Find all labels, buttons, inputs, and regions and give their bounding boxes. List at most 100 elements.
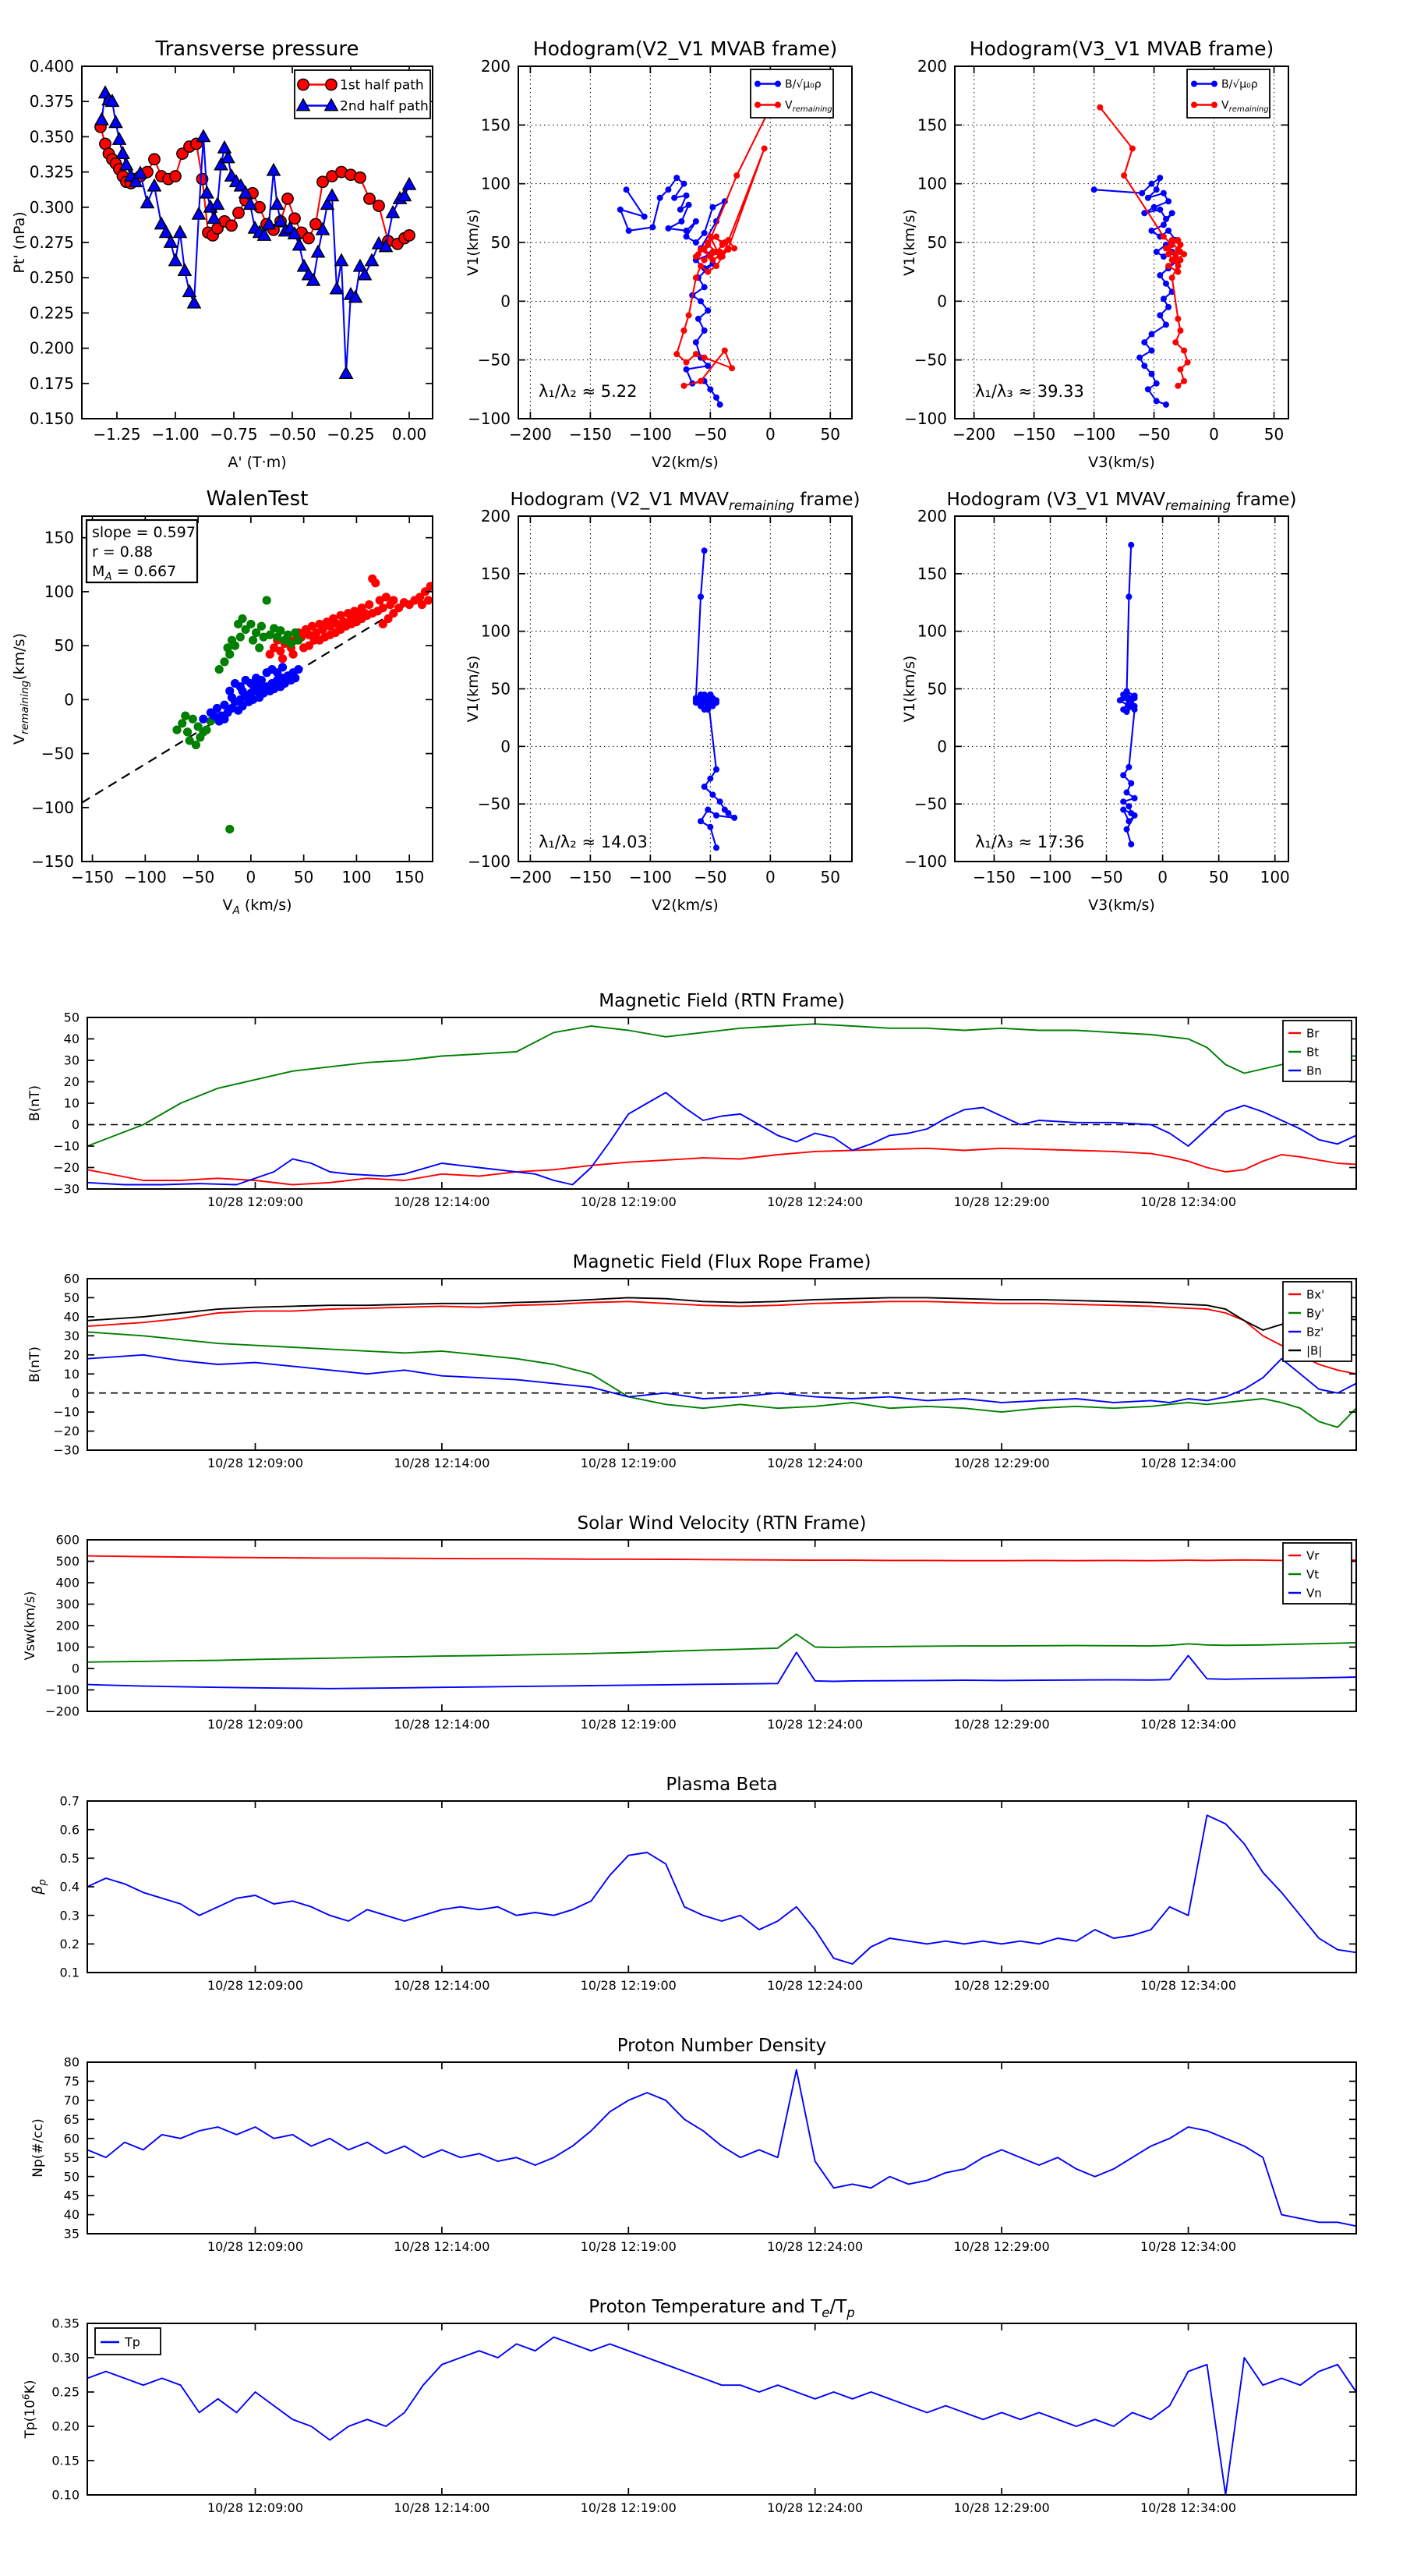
mag-fluxrope-ytick: 50 [64,1290,80,1305]
mag-fluxrope-legend-label: Bx' [1306,1287,1324,1301]
hodogram-v3v1-mvav-ytick: −50 [914,794,947,813]
hodogram-v3v1-mvav-title: Hodogram (V3_V1 MVAVremaining frame) [947,490,1297,513]
mag-rtn-xtick: 10/28 12:19:00 [581,1194,677,1209]
hodogram-v3v1-mvav-series [1116,541,1138,847]
proton-temp-title: Proton Temperature and Te/Tp [588,2297,855,2320]
mag-rtn-ytick: 30 [64,1053,80,1068]
plasma-beta-series-beta_p [87,1814,1356,1965]
mag-fluxrope-xtick: 10/28 12:09:00 [207,1456,303,1470]
walen-test-ytick: 150 [44,529,74,547]
mag-rtn-ytick: 50 [64,1010,80,1025]
hodogram-v2v1-mvav-ytick: 0 [500,737,511,755]
walen-test-series [172,574,433,834]
walen-test-xtick: 50 [294,868,313,886]
walen-test-stats-box: slope = 0.597 r = 0.88 MA = 0.667 [85,518,199,584]
proton-density-ytick: 65 [64,2112,80,2127]
plasma-beta-ylabel: βp [30,1879,49,1895]
plasma-beta-xtick: 10/28 12:29:00 [954,1978,1050,1993]
proton-temp-xtick: 10/28 12:14:00 [394,2500,489,2515]
plasma-beta-ytick: 0.7 [60,1794,80,1809]
proton-temp-xtick: 10/28 12:24:00 [767,2500,863,2515]
transverse-pressure-xtick: −0.25 [327,425,374,444]
transverse-pressure-series [94,85,417,380]
transverse-pressure-ytick: 0.200 [30,339,74,358]
transverse-pressure-ytick: 0.375 [30,92,74,111]
proton-temp-xtick: 10/28 12:29:00 [954,2500,1050,2515]
walen-test-series-second-half [172,596,303,834]
mag-rtn-xtick: 10/28 12:29:00 [954,1194,1050,1209]
hodogram-v2v1-mvav-xtick: 50 [821,868,840,886]
mag-fluxrope-legend: Bx' By' Bz' |B| [1282,1281,1352,1362]
plasma-beta-ytick: 0.1 [60,1966,80,1980]
vsw-rtn-xtick: 10/28 12:29:00 [954,1717,1050,1732]
proton-density-ytick: 60 [64,2131,80,2146]
panel-transverse-pressure: −1.25 −1.00 −0.75 −0.50 −0.25 0.00 0.150 0.175 0… [11,37,433,471]
proton-density-xtick: 10/28 12:24:00 [767,2239,863,2254]
proton-temp-ytick: 0.10 [51,2488,80,2503]
vsw-rtn-legend-label: Vn [1306,1586,1322,1600]
hodogram-v2v1-mvab-ytick: −50 [478,351,511,370]
plasma-beta-xtick: 10/28 12:19:00 [581,1978,677,1993]
hodogram-v3v1-mvab-xtick: −200 [952,425,995,444]
walen-test-xtick: 150 [394,868,424,886]
proton-density-ytick: 45 [64,2189,80,2203]
panel-walen-test: −150 −100 −50 0 50 100 150 −150 −100 −50 0 50 100 150… [11,487,433,917]
mag-fluxrope-xtick: 10/28 12:24:00 [767,1456,863,1470]
hodogram-v3v1-mvab-series [1090,104,1191,408]
transverse-pressure-series-2nd half path [94,85,417,380]
vsw-rtn-xtick: 10/28 12:34:00 [1140,1717,1236,1732]
hodogram-v3v1-mvab-series-V_remaining [1097,104,1191,389]
proton-density-series [87,2068,1356,2227]
hodogram-v2v1-mvab-xtick: −200 [509,425,552,444]
vsw-rtn-title: Solar Wind Velocity (RTN Frame) [577,1513,866,1534]
hodogram-v3v1-mvav-xtick: 0 [1157,868,1168,886]
hodogram-v2v1-mvav-ytick: 200 [481,507,511,525]
hodogram-v2v1-mvav-ylabel: V1(km/s) [465,656,482,723]
proton-density-ytick: 75 [64,2074,80,2089]
proton-density-ytick: 50 [64,2169,80,2184]
transverse-pressure-ytick: 0.300 [30,198,74,217]
vsw-rtn-ticks [87,1539,1356,1712]
walen-test-title: WalenTest [207,487,309,511]
walen-test-ytick: −50 [41,745,74,763]
proton-density-ytick: 55 [64,2150,80,2165]
transverse-pressure-legend: 1st half path 2nd half path [294,69,431,119]
mag-fluxrope-series-Bx' [87,1300,1356,1375]
hodogram-v3v1-mvab-xtick: 50 [1264,425,1284,444]
hodogram-v3v1-mvab-legend-label: B/√μ₀ρ [1221,78,1258,90]
walen-test-ytick: 100 [44,582,74,601]
mag-fluxrope-xtick: 10/28 12:29:00 [954,1456,1050,1470]
proton-temp-series-Tp [87,2336,1356,2495]
hodogram-v2v1-mvav-ytick: 50 [491,680,511,699]
mag-rtn-series-Bt [87,1023,1356,1147]
walen-test-xtick: −50 [182,868,214,886]
hodogram-v3v1-mvav-ytick: −100 [904,852,947,871]
hodogram-v2v1-mvav-xtick: −150 [569,868,612,886]
mag-fluxrope-series-By' [87,1331,1356,1428]
hodogram-v2v1-mvav-ytick: 150 [481,564,511,583]
hodogram-v2v1-mvav-ytick: 100 [481,622,511,641]
walen-test-stats-line: r = 0.88 [92,543,153,561]
plasma-beta-series [87,1814,1356,1965]
proton-density-ytick: 40 [64,2207,80,2222]
vsw-rtn-ytick: 600 [55,1533,80,1548]
hodogram-v2v1-mvab-ticks [518,65,852,419]
hodogram-v3v1-mvav-ylabel: V1(km/s) [901,656,918,723]
vsw-rtn-xtick: 10/28 12:24:00 [767,1717,863,1732]
mag-rtn-xtick: 10/28 12:09:00 [207,1194,303,1209]
hodogram-v2v1-mvab-legend: B/√μ₀ρ Vremaining [750,69,834,119]
hodogram-v3v1-mvab-ytick: −100 [904,409,947,428]
transverse-pressure-ytick: 0.150 [30,409,74,428]
mag-rtn-ytick: −30 [53,1182,80,1197]
mag-fluxrope-axes [87,1278,1357,1451]
hodogram-v2v1-mvav-ticks [518,515,852,862]
panel-plasma-beta: 10/28 12:09:00 10/28 12:14:00 10/28 12:19:… [30,1775,1357,1993]
hodogram-v3v1-mvab-legend: B/√μ₀ρ Vremaining [1186,69,1270,119]
hodogram-v3v1-mvav-ytick: 200 [917,507,947,525]
hodogram-v3v1-mvab-xtick: 0 [1209,425,1219,444]
mag-fluxrope-ytick: −10 [53,1405,80,1420]
transverse-pressure-xtick: −1.25 [93,425,140,444]
panel-vsw-rtn: 10/28 12:09:00 10/28 12:14:00 10/28 12:19:… [23,1513,1357,1732]
hodogram-v2v1-mvab-ytick: 150 [481,115,511,134]
proton-temp-xtick: 10/28 12:09:00 [207,2500,303,2515]
